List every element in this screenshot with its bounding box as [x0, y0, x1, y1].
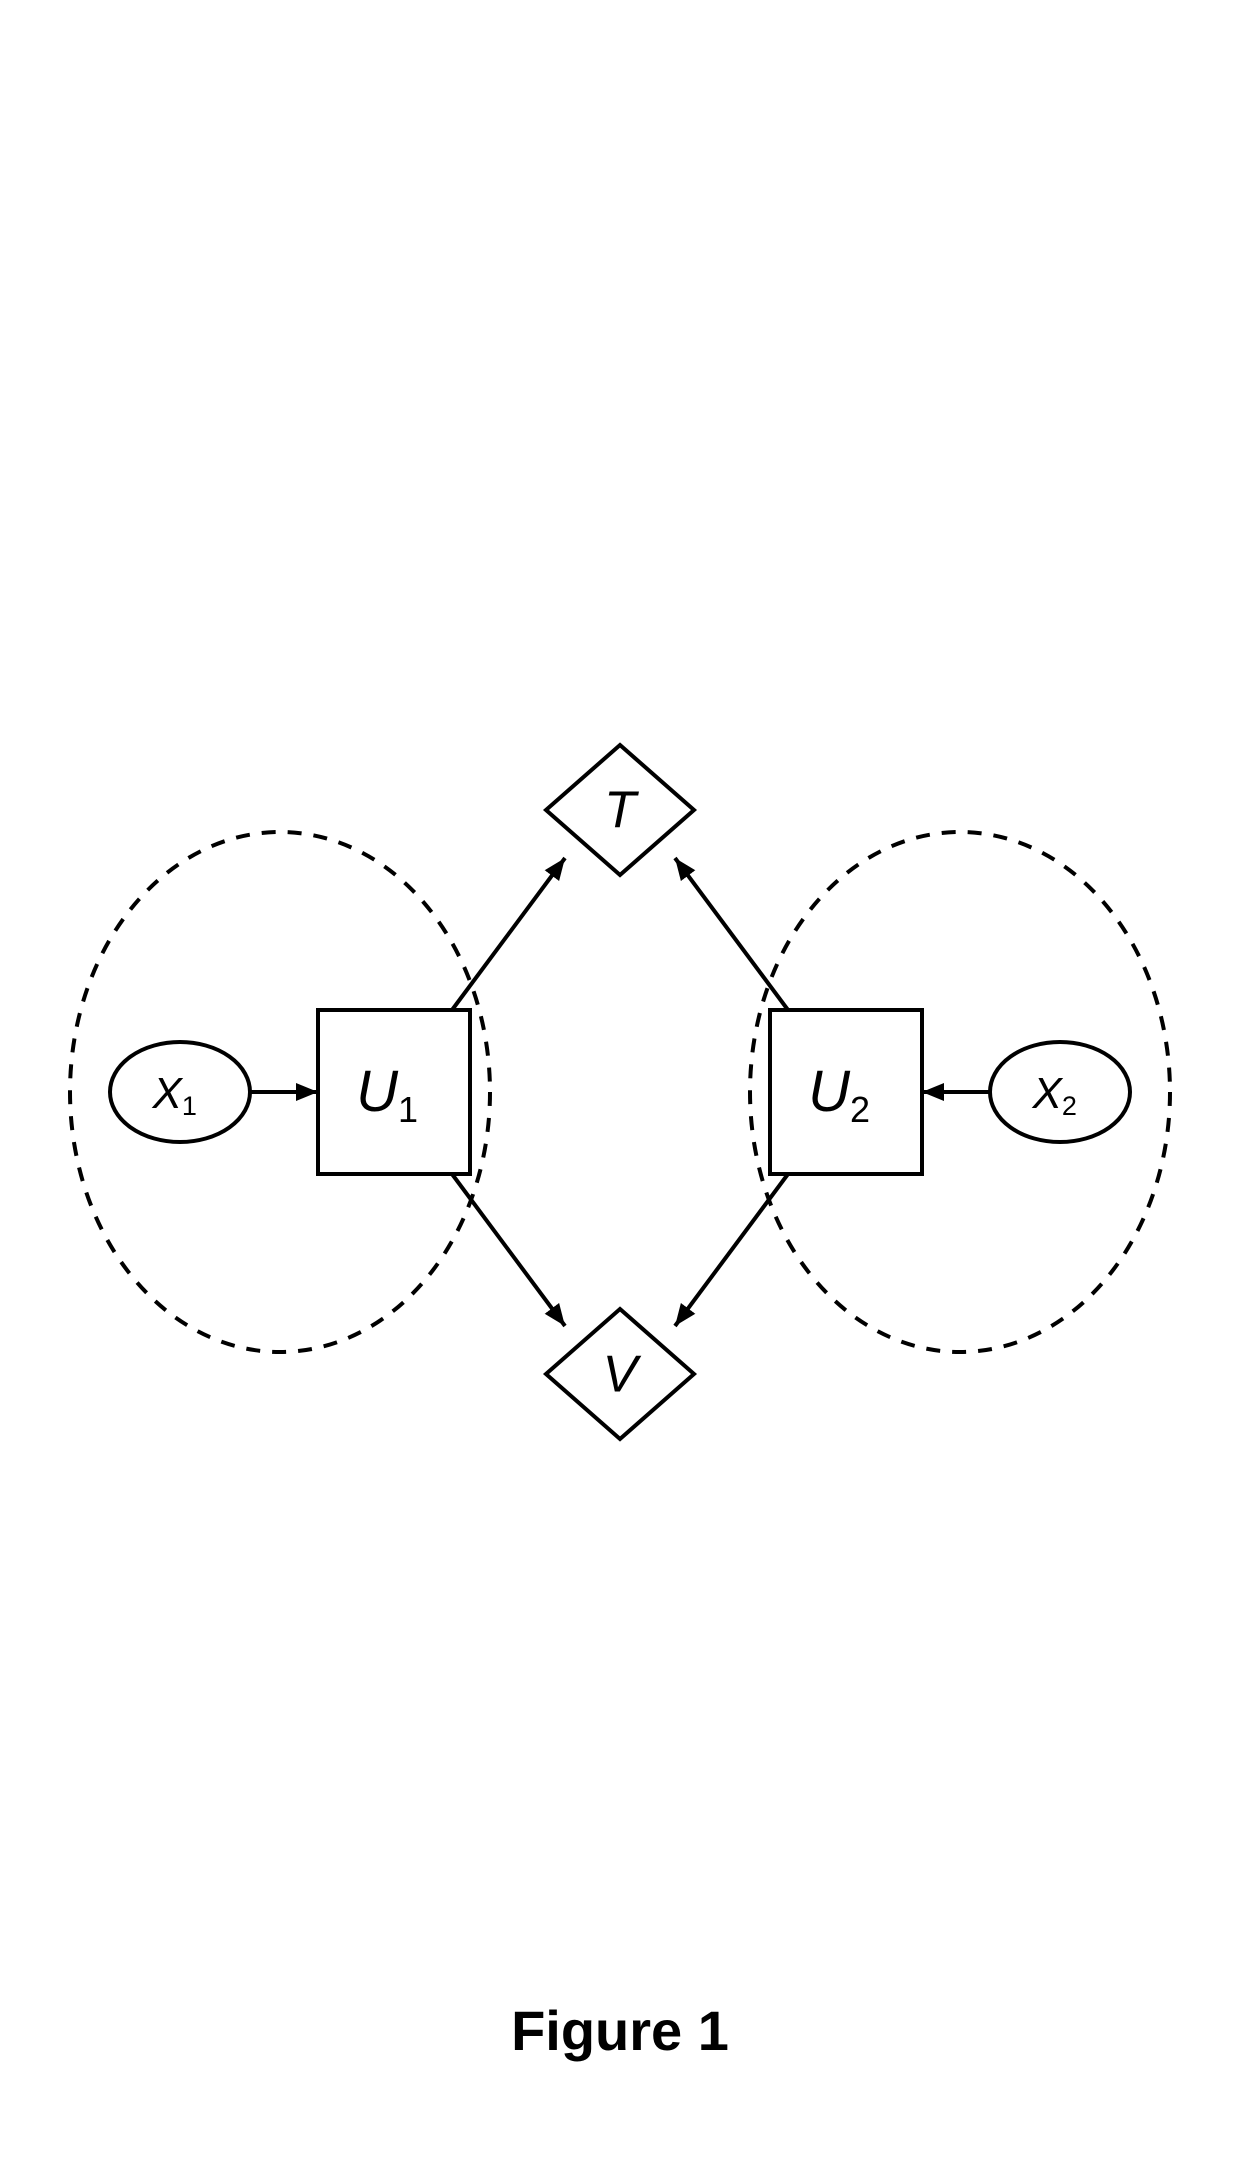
node-U2: U2 [770, 1010, 922, 1174]
node-T-label: T [604, 782, 639, 840]
diagram-svg: X1 U1 X2 U2 T V Figure 1 [0, 0, 1240, 2184]
edge-U1_V [452, 1174, 565, 1326]
node-V: V [546, 1309, 694, 1439]
figure-caption: Figure 1 [511, 1999, 729, 2062]
node-U1: U1 [318, 1010, 470, 1174]
edge-U2_V [675, 1174, 788, 1326]
node-X2: X2 [990, 1042, 1130, 1142]
node-X1: X1 [110, 1042, 250, 1142]
node-V-label: V [603, 1346, 642, 1404]
node-T: T [546, 745, 694, 875]
edge-U1_T [452, 858, 565, 1010]
edge-U2_T [675, 858, 788, 1010]
